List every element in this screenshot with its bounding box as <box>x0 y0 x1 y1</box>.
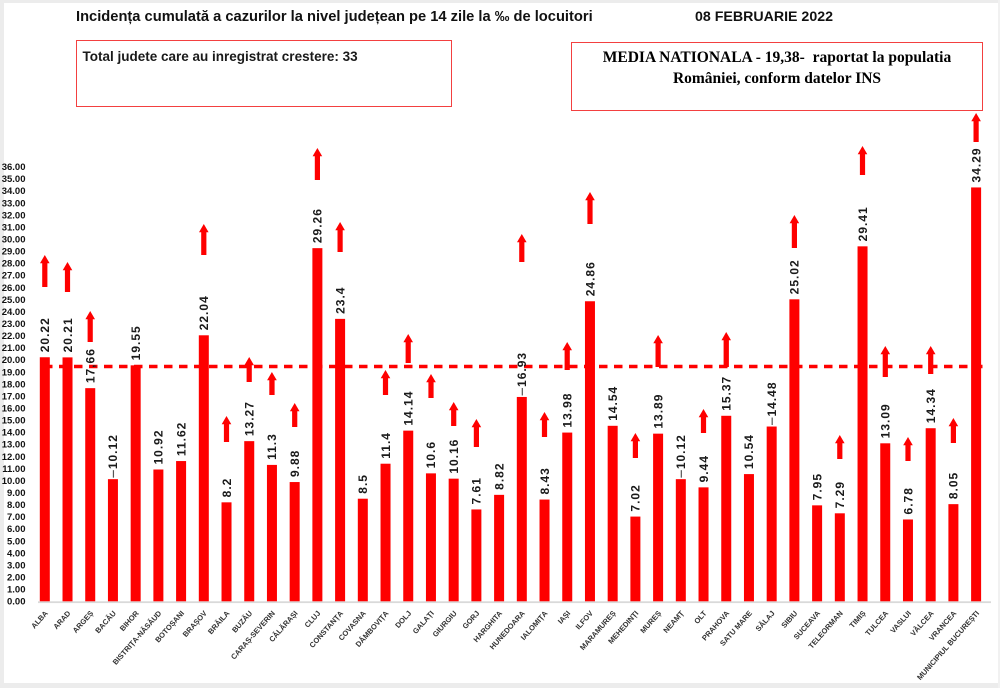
svg-text:26.00: 26.00 <box>2 283 26 294</box>
svg-text:9.00: 9.00 <box>7 488 26 499</box>
svg-text:11.00: 11.00 <box>2 464 25 475</box>
svg-text:24.00: 24.00 <box>2 307 26 318</box>
svg-text:34.00: 34.00 <box>2 186 26 197</box>
svg-text:TIMIȘ: TIMIȘ <box>848 609 868 630</box>
svg-text:28.00: 28.00 <box>2 259 26 270</box>
svg-text:22.04: 22.04 <box>197 295 211 330</box>
svg-text:10.16: 10.16 <box>447 439 461 474</box>
svg-text:GIURGIU: GIURGIU <box>431 609 459 639</box>
svg-text:7.00: 7.00 <box>7 512 26 523</box>
svg-text:8.82: 8.82 <box>492 462 506 489</box>
svg-text:22.00: 22.00 <box>2 331 26 342</box>
svg-text:3.00: 3.00 <box>7 560 26 571</box>
svg-text:13.89: 13.89 <box>651 394 665 429</box>
svg-text:34.29: 34.29 <box>969 147 983 182</box>
svg-text:9.44: 9.44 <box>697 455 711 482</box>
svg-text:19.55: 19.55 <box>129 325 143 360</box>
svg-text:13.98: 13.98 <box>561 393 575 428</box>
svg-text:14.34: 14.34 <box>924 388 938 423</box>
svg-text:8.00: 8.00 <box>7 500 26 511</box>
svg-text:BRAȘOV: BRAȘOV <box>181 609 209 639</box>
svg-text:8.2: 8.2 <box>220 478 234 498</box>
svg-text:11.4: 11.4 <box>379 432 393 459</box>
svg-text:11.3: 11.3 <box>265 433 279 460</box>
svg-text:30.00: 30.00 <box>2 235 26 246</box>
svg-text:10.6: 10.6 <box>424 441 438 468</box>
svg-text:8.43: 8.43 <box>538 467 552 494</box>
svg-text:20.00: 20.00 <box>2 355 26 366</box>
svg-text:BACĂU: BACĂU <box>93 609 118 635</box>
svg-text:18.00: 18.00 <box>2 379 26 390</box>
svg-text:10.12: 10.12 <box>674 434 688 469</box>
svg-text:14.54: 14.54 <box>606 386 620 421</box>
svg-text:20.21: 20.21 <box>61 317 75 352</box>
svg-text:CLUJ: CLUJ <box>303 609 323 630</box>
svg-text:6.00: 6.00 <box>7 524 26 535</box>
svg-text:SIBIU: SIBIU <box>779 609 799 630</box>
svg-text:GORJ: GORJ <box>461 609 482 631</box>
svg-text:16.00: 16.00 <box>2 404 26 415</box>
svg-text:ARGEȘ: ARGEȘ <box>71 609 95 635</box>
svg-text:10.12: 10.12 <box>106 434 120 469</box>
svg-text:ILFOV: ILFOV <box>574 609 595 632</box>
svg-text:13.09: 13.09 <box>879 403 893 438</box>
svg-text:SĂLAJ: SĂLAJ <box>754 609 777 633</box>
svg-text:17.00: 17.00 <box>2 391 26 402</box>
svg-text:25.02: 25.02 <box>788 259 802 294</box>
svg-text:OLT: OLT <box>692 609 709 626</box>
svg-text:TULCEA: TULCEA <box>863 608 890 637</box>
svg-text:9.88: 9.88 <box>288 450 302 477</box>
svg-text:12.00: 12.00 <box>2 452 26 463</box>
svg-text:13.27: 13.27 <box>243 401 257 436</box>
svg-text:16.93: 16.93 <box>515 352 529 387</box>
svg-text:10.92: 10.92 <box>152 429 166 464</box>
svg-text:36.00: 36.00 <box>2 162 26 173</box>
svg-text:7.95: 7.95 <box>810 473 824 500</box>
svg-text:8.05: 8.05 <box>947 472 961 499</box>
svg-text:14.00: 14.00 <box>2 428 26 439</box>
svg-text:10.54: 10.54 <box>742 434 756 469</box>
svg-text:0.00: 0.00 <box>7 597 26 608</box>
svg-text:29.26: 29.26 <box>311 208 325 243</box>
svg-text:29.41: 29.41 <box>856 206 870 241</box>
svg-text:23.4: 23.4 <box>333 287 347 314</box>
svg-text:IAȘI: IAȘI <box>556 609 572 626</box>
svg-text:7.29: 7.29 <box>833 481 847 508</box>
svg-text:32.00: 32.00 <box>2 210 26 221</box>
svg-text:24.86: 24.86 <box>583 261 597 296</box>
svg-text:4.00: 4.00 <box>7 548 26 559</box>
svg-text:ALBA: ALBA <box>29 608 50 630</box>
svg-text:7.02: 7.02 <box>629 484 643 511</box>
svg-text:NEAMȚ: NEAMȚ <box>661 609 686 635</box>
svg-text:DOLJ: DOLJ <box>393 609 413 630</box>
svg-text:15.37: 15.37 <box>720 376 734 411</box>
svg-text:7.61: 7.61 <box>470 477 484 504</box>
svg-text:5.00: 5.00 <box>7 536 26 547</box>
svg-text:29.00: 29.00 <box>2 247 26 258</box>
svg-text:10.00: 10.00 <box>2 476 26 487</box>
svg-text:21.00: 21.00 <box>2 343 26 354</box>
svg-text:17,66: 17,66 <box>84 348 98 383</box>
svg-text:25.00: 25.00 <box>2 295 26 306</box>
svg-text:14.48: 14.48 <box>765 381 779 416</box>
svg-text:11.62: 11.62 <box>174 422 188 456</box>
svg-text:1.00: 1.00 <box>7 585 26 596</box>
svg-text:23.00: 23.00 <box>2 319 26 330</box>
svg-text:8.5: 8.5 <box>356 474 370 494</box>
svg-text:15.00: 15.00 <box>2 416 26 427</box>
svg-text:6.78: 6.78 <box>901 487 915 514</box>
svg-text:13.00: 13.00 <box>2 440 26 451</box>
svg-text:31.00: 31.00 <box>2 222 26 233</box>
svg-text:BRĂILA: BRĂILA <box>206 608 232 636</box>
svg-text:35.00: 35.00 <box>2 174 26 185</box>
svg-text:2.00: 2.00 <box>7 573 26 584</box>
svg-text:14.14: 14.14 <box>402 391 416 426</box>
svg-text:33.00: 33.00 <box>2 198 26 209</box>
svg-text:27.00: 27.00 <box>2 271 26 282</box>
svg-text:19.00: 19.00 <box>2 367 26 378</box>
svg-text:20.22: 20.22 <box>38 317 52 352</box>
svg-text:MUREȘ: MUREȘ <box>638 609 663 635</box>
svg-text:ARAD: ARAD <box>51 608 72 631</box>
